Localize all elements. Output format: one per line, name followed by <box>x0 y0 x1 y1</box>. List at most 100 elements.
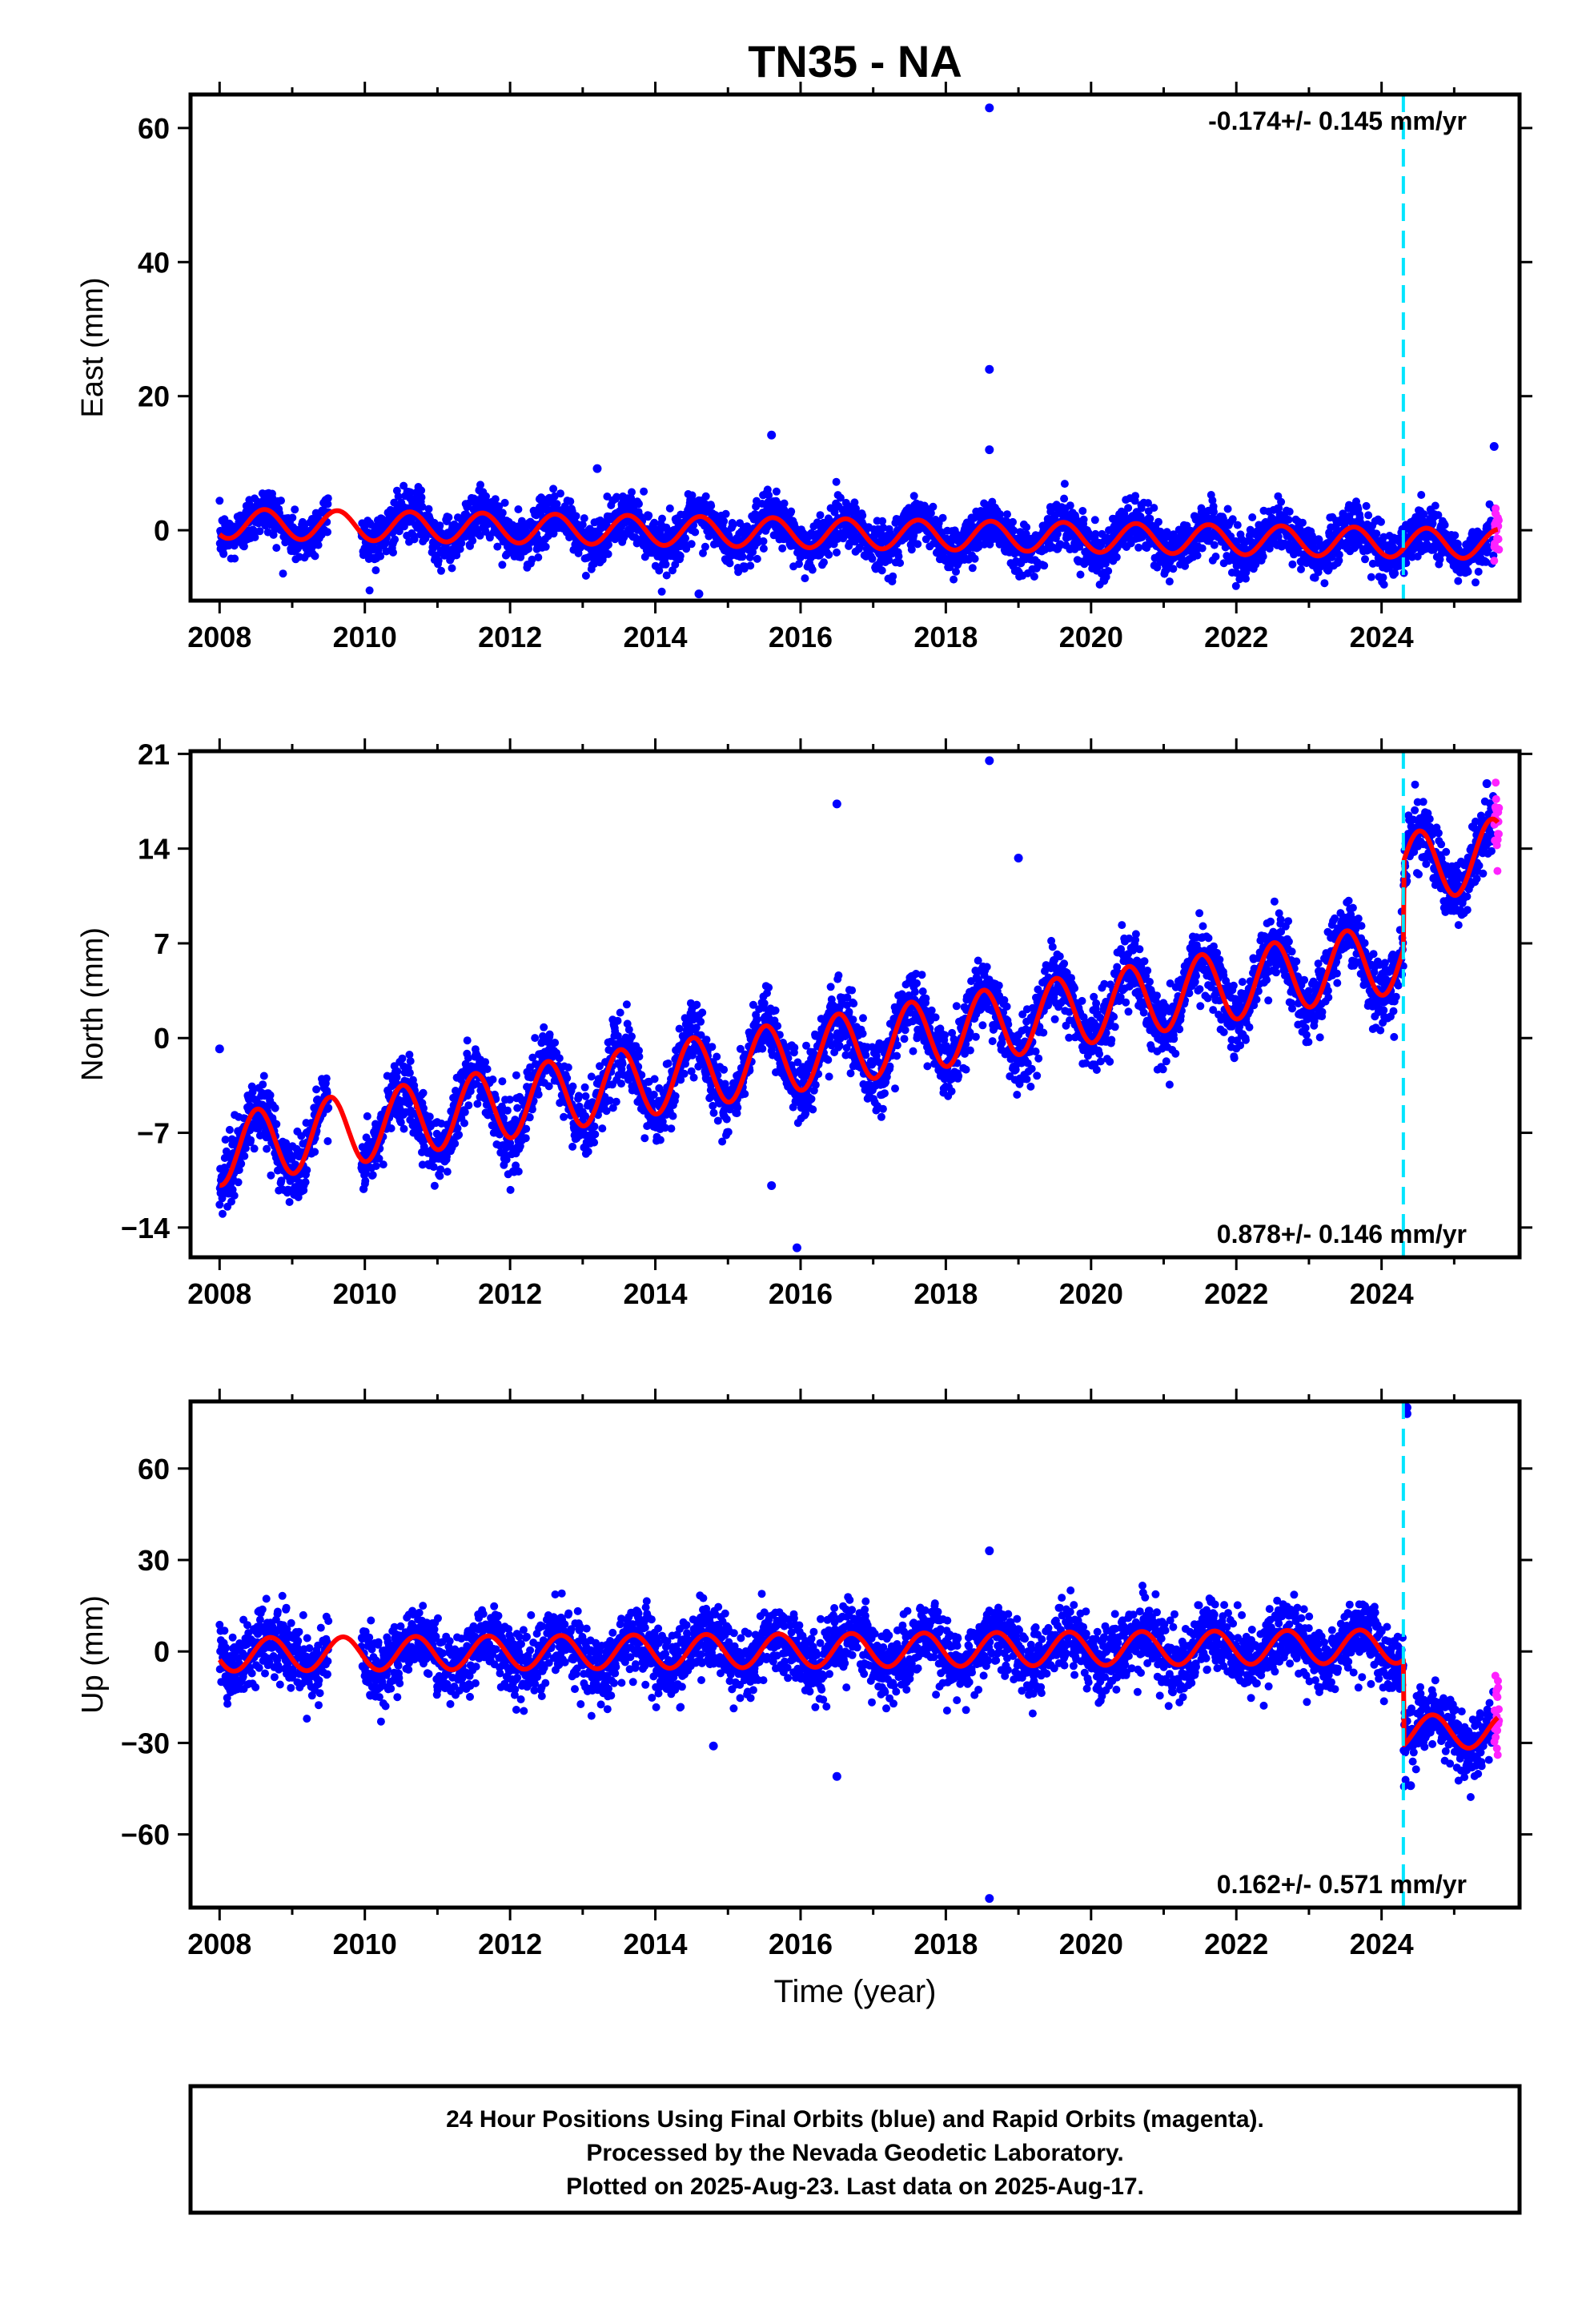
data-point <box>314 541 323 549</box>
data-point <box>324 1104 333 1112</box>
data-point <box>311 1148 319 1156</box>
data-point <box>1198 544 1207 553</box>
data-point <box>896 559 905 567</box>
data-point <box>913 540 922 549</box>
data-point <box>868 554 877 563</box>
data-point <box>1134 543 1143 552</box>
outlier-point <box>985 103 994 113</box>
data-point <box>419 1088 428 1097</box>
data-point <box>1372 529 1381 538</box>
data-point <box>1285 507 1294 516</box>
data-point <box>418 502 427 511</box>
data-point <box>1193 551 1202 560</box>
data-point <box>970 554 979 563</box>
data-point <box>371 1162 380 1170</box>
data-point <box>476 480 484 489</box>
data-point <box>1104 567 1113 575</box>
data-point <box>1211 553 1220 561</box>
data-point <box>323 1137 332 1145</box>
data-point <box>322 1074 331 1083</box>
data-point <box>580 1083 589 1092</box>
data-point <box>877 566 886 575</box>
data-point <box>778 544 787 553</box>
y-tick-label: 0 <box>154 514 170 547</box>
data-point <box>591 1130 600 1139</box>
data-point <box>436 521 444 530</box>
data-point <box>417 493 426 501</box>
data-point <box>312 1085 321 1094</box>
data-point <box>701 492 710 501</box>
data-point <box>269 530 278 539</box>
data-point <box>1451 531 1460 540</box>
rapid-point <box>1494 535 1503 544</box>
data-point <box>237 1160 246 1168</box>
data-point <box>759 545 768 553</box>
data-point <box>1154 517 1162 526</box>
data-point <box>1210 508 1218 517</box>
data-point <box>1210 541 1219 549</box>
data-point <box>1472 578 1480 587</box>
data-point <box>457 539 466 548</box>
data-point <box>795 560 803 569</box>
data-point <box>1288 560 1297 569</box>
data-point <box>1231 581 1240 590</box>
data-point <box>482 492 490 501</box>
east-panel: 2008 2010 2012 2014 2016 2018 2020 2022 20240204… <box>76 82 1532 653</box>
data-point <box>311 552 319 561</box>
data-point <box>1076 570 1085 579</box>
data-point <box>267 1171 275 1180</box>
data-point <box>1112 553 1121 561</box>
data-point <box>691 528 700 537</box>
data-point <box>1078 507 1087 515</box>
data-point <box>612 493 621 501</box>
data-point <box>285 1198 294 1206</box>
y-axis-label: East (mm) <box>76 277 110 417</box>
data-point <box>628 488 636 497</box>
data-point <box>234 1178 243 1187</box>
rapid-point <box>1490 557 1499 565</box>
data-point <box>938 513 947 522</box>
data-point <box>481 1058 490 1067</box>
data-point <box>820 558 828 567</box>
data-point <box>552 500 561 509</box>
data-point <box>676 552 685 561</box>
data-point <box>393 1067 402 1076</box>
data-point <box>556 489 564 498</box>
data-point <box>434 557 443 565</box>
data-point <box>219 549 228 558</box>
data-point <box>801 574 809 583</box>
data-point <box>1090 516 1099 525</box>
data-point <box>531 1034 540 1043</box>
north-panel: 2008 2010 2012 2014 2016 2018 2020 2022 2024−14−… <box>76 738 1532 1310</box>
data-point <box>1131 492 1140 501</box>
data-point <box>635 500 643 509</box>
data-point <box>1079 515 1088 524</box>
data-point <box>650 518 659 527</box>
data-point <box>833 548 841 557</box>
data-point <box>580 514 588 523</box>
data-point <box>1367 573 1375 581</box>
data-point <box>251 533 259 541</box>
data-point <box>662 571 671 580</box>
data-point <box>658 514 666 523</box>
data-point <box>303 1166 311 1175</box>
data-point <box>574 1092 583 1100</box>
data-point <box>1379 581 1388 589</box>
data-point <box>1454 577 1463 585</box>
data-point <box>400 1124 408 1133</box>
data-point <box>604 541 612 549</box>
data-point <box>219 1209 227 1218</box>
data-point <box>566 497 575 506</box>
data-point <box>271 1104 279 1112</box>
data-point <box>665 504 674 513</box>
data-point <box>1379 573 1387 582</box>
data-point <box>560 1112 568 1121</box>
x-tick-label: 2016 <box>769 621 833 653</box>
data-point <box>1060 494 1069 503</box>
data-point <box>661 560 670 569</box>
data-point <box>1361 555 1369 564</box>
data-point <box>816 511 825 520</box>
data-point <box>488 1076 497 1084</box>
data-point <box>603 493 612 501</box>
